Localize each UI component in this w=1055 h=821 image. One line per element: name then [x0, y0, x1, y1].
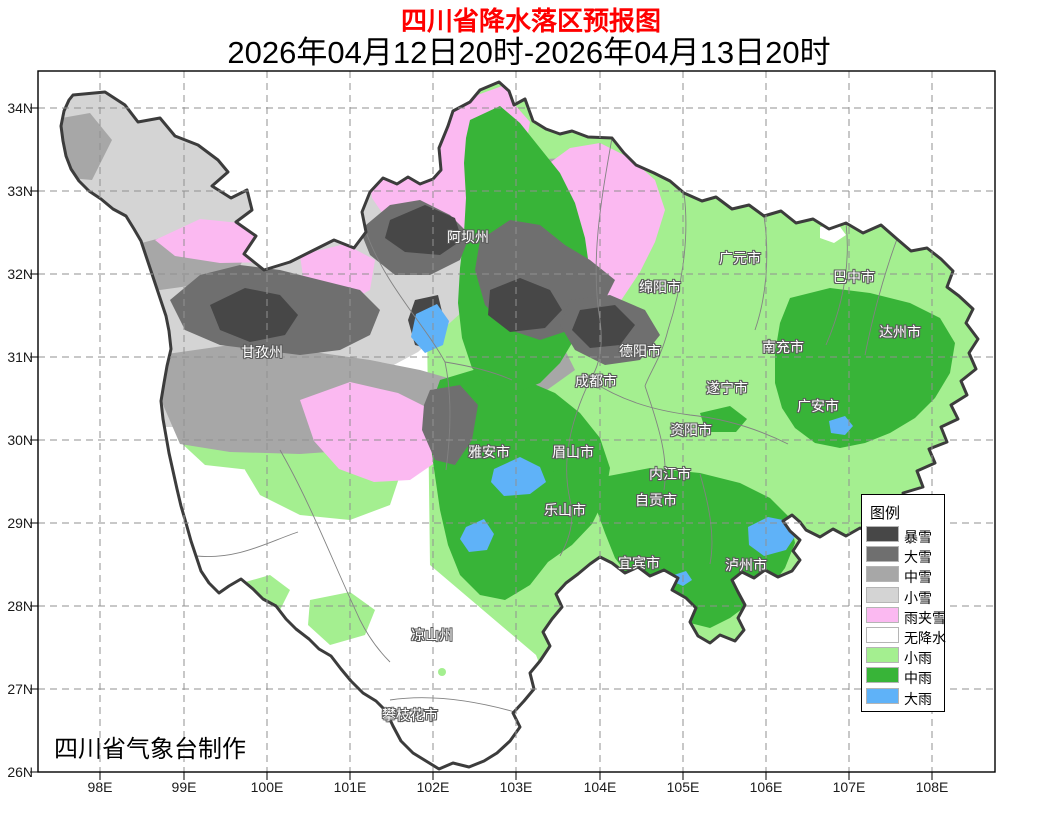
city-label: 乐山市	[544, 502, 586, 518]
legend-swatch	[866, 526, 899, 542]
city-label: 成都市	[575, 373, 617, 389]
legend-swatch	[866, 667, 899, 684]
city-label: 广安市	[797, 398, 839, 414]
legend-label: 中雪	[904, 569, 932, 586]
legend-title: 图例	[870, 505, 901, 522]
city-label: 甘孜州	[241, 344, 283, 360]
city-label: 攀枝花市	[382, 707, 438, 723]
city-label: 宜宾市	[618, 555, 660, 571]
city-label: 资阳市	[670, 422, 712, 438]
legend-label: 暴雪	[904, 529, 932, 545]
legend-label: 小雨	[904, 650, 932, 667]
axis-ticks	[30, 107, 933, 780]
x-axis-label: 100E	[250, 779, 284, 795]
legend-label: 大雪	[904, 549, 932, 566]
y-axis-label: 27N	[7, 681, 33, 697]
y-axis-label: 31N	[7, 349, 33, 365]
forecast-period-subtitle: 2026年04月12日20时-2026年04月13日20时	[227, 35, 831, 70]
city-label: 自贡市	[635, 492, 677, 508]
y-axis-label: 33N	[7, 183, 33, 199]
attribution-text: 四川省气象台制作	[54, 736, 246, 763]
legend-label: 中雨	[904, 670, 932, 687]
legend-box: 图例 暴雪大雪中雪小雪雨夹雪无降水小雨中雨大雨	[861, 494, 946, 712]
y-axis-label: 29N	[7, 515, 33, 531]
y-axis-label: 32N	[7, 266, 33, 282]
city-label: 雅安市	[468, 444, 510, 460]
city-label: 绵阳市	[639, 279, 681, 295]
x-axis-label: 99E	[171, 779, 197, 795]
x-axis-label: 98E	[87, 779, 113, 795]
x-axis-label: 105E	[666, 779, 700, 795]
legend-swatch	[866, 546, 899, 563]
legend-swatch	[866, 647, 899, 664]
legend-swatch	[866, 627, 899, 643]
legend-label: 无降水	[904, 630, 946, 646]
city-label: 达州市	[879, 324, 921, 340]
legend-label: 大雨	[904, 690, 932, 707]
x-axis-label: 106E	[749, 779, 783, 795]
city-label: 内江市	[649, 466, 691, 482]
y-axis-label: 26N	[7, 764, 33, 780]
map-frame	[37, 70, 996, 773]
legend-swatch	[866, 566, 899, 583]
y-axis-label: 34N	[7, 100, 33, 116]
city-label: 阿坝州	[447, 229, 489, 245]
legend-label: 小雪	[904, 589, 932, 606]
y-axis-label: 28N	[7, 598, 33, 614]
city-label: 广元市	[719, 250, 761, 266]
x-axis-label: 107E	[832, 779, 866, 795]
legend-swatch	[866, 606, 899, 623]
x-axis-label: 103E	[499, 779, 533, 795]
city-label: 南充市	[762, 339, 804, 355]
y-axis-label: 30N	[7, 432, 33, 448]
legend-swatch	[866, 586, 899, 603]
x-axis-label: 108E	[915, 779, 949, 795]
city-label: 泸州市	[725, 557, 767, 573]
city-label: 凉山州	[411, 627, 453, 643]
city-label: 巴中市	[833, 269, 875, 285]
legend-label: 雨夹雪	[904, 609, 946, 626]
legend-swatch	[866, 687, 899, 704]
x-axis-label: 104E	[583, 779, 617, 795]
city-label: 眉山市	[552, 444, 594, 460]
city-label: 德阳市	[619, 343, 661, 359]
prefecture-boundaries	[195, 137, 898, 713]
province-border	[59, 80, 980, 771]
x-axis-label: 101E	[333, 779, 367, 795]
x-axis-label: 102E	[416, 779, 450, 795]
page-title: 四川省降水落区预报图	[400, 6, 662, 36]
city-label: 遂宁市	[706, 380, 748, 396]
